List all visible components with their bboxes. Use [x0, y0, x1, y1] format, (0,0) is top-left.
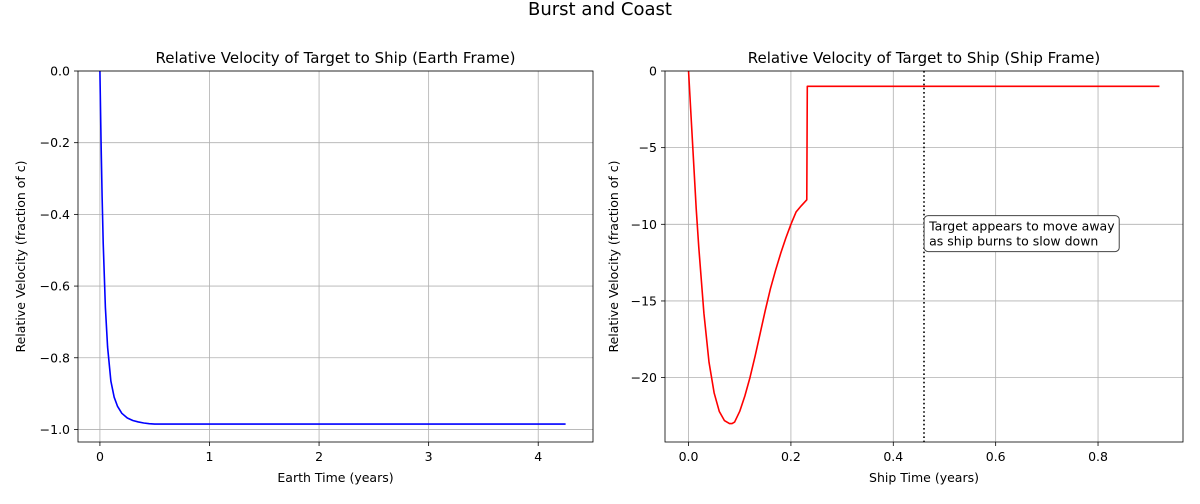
- earth-frame-xtick-label-3: 3: [425, 449, 433, 464]
- ship-frame-annotation: Target appears to move away as ship burns…: [928, 219, 1115, 249]
- ship-frame-title: Relative Velocity of Target to Ship (Shi…: [748, 49, 1101, 67]
- ship-frame-annotation-line-1: as ship burns to slow down: [929, 234, 1098, 249]
- earth-frame-xtick-label-4: 4: [534, 449, 542, 464]
- earth-frame-xtick-label-2: 2: [315, 449, 323, 464]
- ship-frame-xtick-label-0: 0.0: [679, 449, 699, 464]
- earth-frame-axes: Relative Velocity of Target to Ship (Ear…: [13, 49, 594, 485]
- earth-frame-grid: [78, 70, 593, 442]
- earth-frame-ytick-label-5: −1.0: [40, 422, 70, 437]
- earth-frame-xtick-label-0: 0: [96, 449, 104, 464]
- earth-frame-ytick-label-0: 0.0: [50, 64, 70, 79]
- earth-frame-series-line-0: [99, 70, 566, 425]
- earth-frame-ytick-label-2: −0.4: [40, 207, 70, 222]
- ship-frame-series-line-0: [687, 70, 1160, 425]
- ship-frame-axes: Relative Velocity of Target to Ship (Shi…: [606, 49, 1184, 485]
- ship-frame-xtick-label-4: 0.8: [1088, 449, 1108, 464]
- ship-frame-xtick-label-1: 0.2: [781, 449, 801, 464]
- ship-frame-ytick-label-4: −20: [631, 370, 657, 385]
- earth-frame-xtick-label-1: 1: [206, 449, 214, 464]
- ship-frame-annotation-box: [923, 215, 1120, 253]
- ship-frame-xtick-label-2: 0.4: [883, 449, 903, 464]
- ship-frame-ylabel: Relative Velocity (fraction of c): [606, 160, 621, 352]
- earth-frame-frame: [77, 70, 594, 443]
- earth-frame-ytick-label-4: −0.8: [40, 350, 70, 365]
- ship-frame-ytick-label-1: −5: [639, 140, 657, 155]
- ship-frame-ytick-label-3: −15: [631, 293, 657, 308]
- ship-frame-ytick-label-0: 0: [649, 64, 657, 79]
- figure-title: Burst and Coast: [528, 0, 672, 20]
- earth-frame-ylabel: Relative Velocity (fraction of c): [13, 160, 28, 352]
- ship-frame-annotation-line-0: Target appears to move away: [928, 219, 1115, 234]
- earth-frame-xlabel: Earth Time (years): [277, 470, 393, 485]
- ship-frame-xtick-label-3: 0.6: [986, 449, 1006, 464]
- earth-frame-ytick-label-3: −0.6: [40, 279, 70, 294]
- ship-frame-ytick-label-2: −10: [631, 217, 657, 232]
- ship-frame-frame: [664, 70, 1184, 443]
- ship-frame-xlabel: Ship Time (years): [869, 470, 979, 485]
- earth-frame-title: Relative Velocity of Target to Ship (Ear…: [155, 49, 515, 67]
- earth-frame-ytick-label-1: −0.2: [40, 135, 70, 150]
